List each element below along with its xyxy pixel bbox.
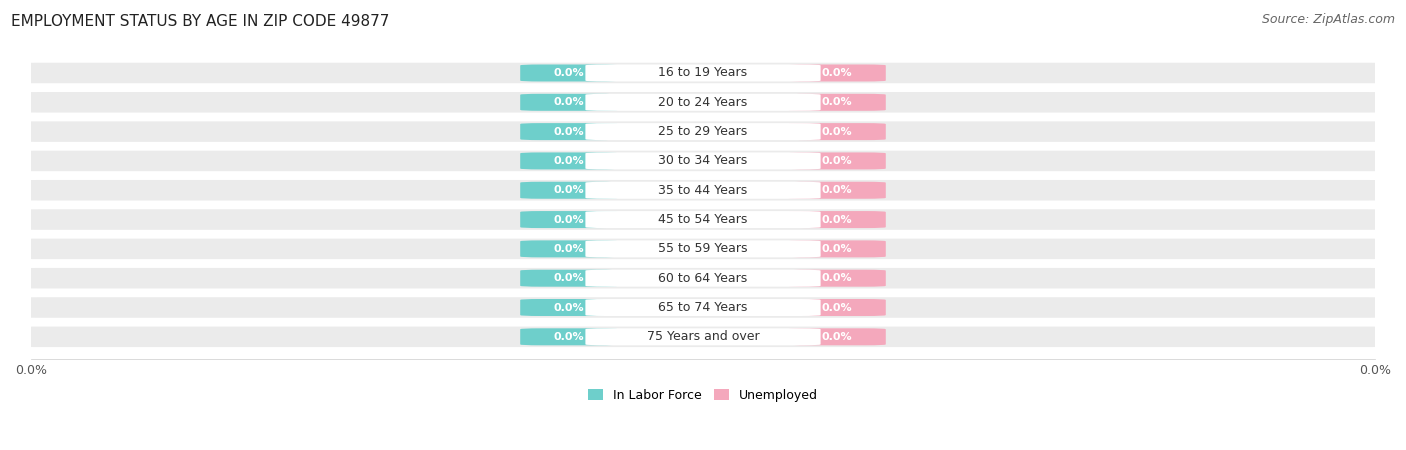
- Text: 0.0%: 0.0%: [554, 302, 585, 312]
- Text: 0.0%: 0.0%: [821, 68, 852, 78]
- FancyBboxPatch shape: [789, 153, 886, 170]
- FancyBboxPatch shape: [789, 123, 886, 140]
- FancyBboxPatch shape: [520, 211, 617, 228]
- Text: 75 Years and over: 75 Years and over: [647, 330, 759, 343]
- FancyBboxPatch shape: [11, 268, 1395, 288]
- FancyBboxPatch shape: [520, 94, 617, 111]
- FancyBboxPatch shape: [520, 270, 617, 287]
- FancyBboxPatch shape: [11, 327, 1395, 347]
- Text: 0.0%: 0.0%: [821, 215, 852, 225]
- Text: 0.0%: 0.0%: [554, 185, 585, 195]
- FancyBboxPatch shape: [520, 153, 617, 170]
- FancyBboxPatch shape: [585, 240, 821, 257]
- Text: 45 to 54 Years: 45 to 54 Years: [658, 213, 748, 226]
- FancyBboxPatch shape: [11, 63, 1395, 83]
- Text: 0.0%: 0.0%: [554, 273, 585, 283]
- FancyBboxPatch shape: [789, 328, 886, 345]
- FancyBboxPatch shape: [520, 64, 617, 81]
- Text: 60 to 64 Years: 60 to 64 Years: [658, 272, 748, 285]
- Text: 0.0%: 0.0%: [554, 126, 585, 137]
- FancyBboxPatch shape: [789, 182, 886, 199]
- FancyBboxPatch shape: [585, 211, 821, 228]
- Text: 16 to 19 Years: 16 to 19 Years: [658, 67, 748, 80]
- Text: 0.0%: 0.0%: [554, 97, 585, 107]
- Legend: In Labor Force, Unemployed: In Labor Force, Unemployed: [588, 389, 818, 402]
- FancyBboxPatch shape: [520, 182, 617, 199]
- Text: 0.0%: 0.0%: [554, 68, 585, 78]
- Text: Source: ZipAtlas.com: Source: ZipAtlas.com: [1261, 14, 1395, 27]
- Text: 30 to 34 Years: 30 to 34 Years: [658, 154, 748, 167]
- FancyBboxPatch shape: [789, 64, 886, 81]
- Text: 55 to 59 Years: 55 to 59 Years: [658, 243, 748, 256]
- FancyBboxPatch shape: [585, 182, 821, 199]
- Text: 0.0%: 0.0%: [821, 126, 852, 137]
- FancyBboxPatch shape: [11, 209, 1395, 230]
- Text: 25 to 29 Years: 25 to 29 Years: [658, 125, 748, 138]
- Text: EMPLOYMENT STATUS BY AGE IN ZIP CODE 49877: EMPLOYMENT STATUS BY AGE IN ZIP CODE 498…: [11, 14, 389, 28]
- Text: 35 to 44 Years: 35 to 44 Years: [658, 184, 748, 197]
- FancyBboxPatch shape: [520, 328, 617, 345]
- FancyBboxPatch shape: [789, 299, 886, 316]
- Text: 0.0%: 0.0%: [821, 97, 852, 107]
- FancyBboxPatch shape: [11, 122, 1395, 142]
- FancyBboxPatch shape: [585, 123, 821, 140]
- Text: 0.0%: 0.0%: [554, 156, 585, 166]
- FancyBboxPatch shape: [520, 299, 617, 316]
- FancyBboxPatch shape: [585, 94, 821, 111]
- FancyBboxPatch shape: [585, 299, 821, 316]
- FancyBboxPatch shape: [11, 238, 1395, 259]
- FancyBboxPatch shape: [789, 94, 886, 111]
- FancyBboxPatch shape: [585, 153, 821, 170]
- FancyBboxPatch shape: [585, 64, 821, 81]
- Text: 0.0%: 0.0%: [821, 332, 852, 342]
- FancyBboxPatch shape: [585, 270, 821, 287]
- FancyBboxPatch shape: [789, 270, 886, 287]
- Text: 20 to 24 Years: 20 to 24 Years: [658, 96, 748, 109]
- Text: 0.0%: 0.0%: [554, 215, 585, 225]
- FancyBboxPatch shape: [520, 240, 617, 257]
- Text: 0.0%: 0.0%: [554, 332, 585, 342]
- FancyBboxPatch shape: [11, 297, 1395, 318]
- FancyBboxPatch shape: [789, 211, 886, 228]
- FancyBboxPatch shape: [789, 240, 886, 257]
- FancyBboxPatch shape: [11, 151, 1395, 171]
- Text: 0.0%: 0.0%: [821, 302, 852, 312]
- Text: 0.0%: 0.0%: [821, 156, 852, 166]
- FancyBboxPatch shape: [11, 180, 1395, 201]
- Text: 0.0%: 0.0%: [554, 244, 585, 254]
- FancyBboxPatch shape: [520, 123, 617, 140]
- Text: 65 to 74 Years: 65 to 74 Years: [658, 301, 748, 314]
- Text: 0.0%: 0.0%: [821, 244, 852, 254]
- FancyBboxPatch shape: [585, 328, 821, 345]
- FancyBboxPatch shape: [11, 92, 1395, 112]
- Text: 0.0%: 0.0%: [821, 185, 852, 195]
- Text: 0.0%: 0.0%: [821, 273, 852, 283]
